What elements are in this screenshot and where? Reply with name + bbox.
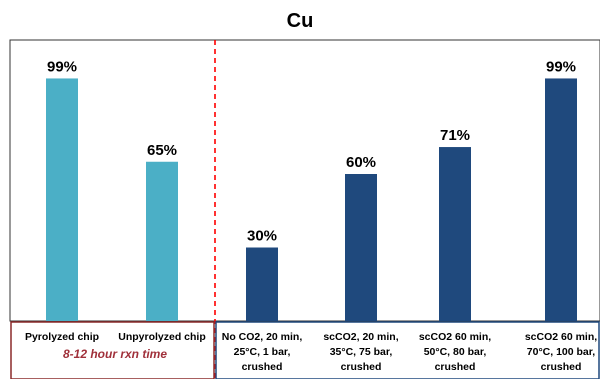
category-label-3-line-3: crushed (242, 361, 283, 373)
category-labels-group: Pyrolyzed chip Unpyrolyzed chip No CO2, 20… (25, 331, 597, 373)
chart-title: Cu (287, 10, 314, 32)
bar-2 (146, 161, 178, 321)
category-label-2-line-1: Unpyrolyzed chip (118, 331, 206, 343)
category-label-6-line-2: 70°C, 100 bar, (527, 346, 595, 358)
value-labels-group: 99% 65% 30% 60% 71% 99% (47, 58, 576, 244)
bar-4 (345, 174, 377, 321)
bars-group (46, 78, 577, 321)
bar-3 (246, 247, 278, 321)
group-note: 8-12 hour rxn time (63, 347, 167, 361)
value-label-4: 60% (346, 154, 376, 171)
category-label-5-line-1: scCO2 60 min, (419, 331, 491, 343)
category-label-6-line-3: crushed (541, 361, 582, 373)
category-label-4-line-1: scCO2, 20 min, (323, 331, 398, 343)
category-label-6-line-1: scCO2 60 min, (525, 331, 597, 343)
value-label-5: 71% (440, 127, 470, 144)
bar-1 (46, 78, 78, 321)
category-label-1-line-1: Pyrolyzed chip (25, 331, 99, 343)
value-label-3: 30% (247, 228, 277, 245)
category-label-3-line-1: No CO2, 20 min, (222, 331, 303, 343)
value-label-2: 65% (147, 142, 177, 159)
category-label-5-line-3: crushed (435, 361, 476, 373)
bar-6 (545, 78, 577, 321)
category-label-5-line-2: 50°C, 80 bar, (424, 346, 487, 358)
bar-5 (439, 147, 471, 321)
value-label-1: 99% (47, 58, 77, 75)
plot-frame (9, 39, 600, 322)
category-label-4-line-3: crushed (341, 361, 382, 373)
category-label-3-line-2: 25°C, 1 bar, (234, 346, 291, 358)
value-label-6: 99% (546, 58, 576, 75)
category-label-4-line-2: 35°C, 75 bar, (330, 346, 393, 358)
pyrolysis-group-box (10, 321, 215, 379)
scco2-group-box (215, 321, 600, 379)
